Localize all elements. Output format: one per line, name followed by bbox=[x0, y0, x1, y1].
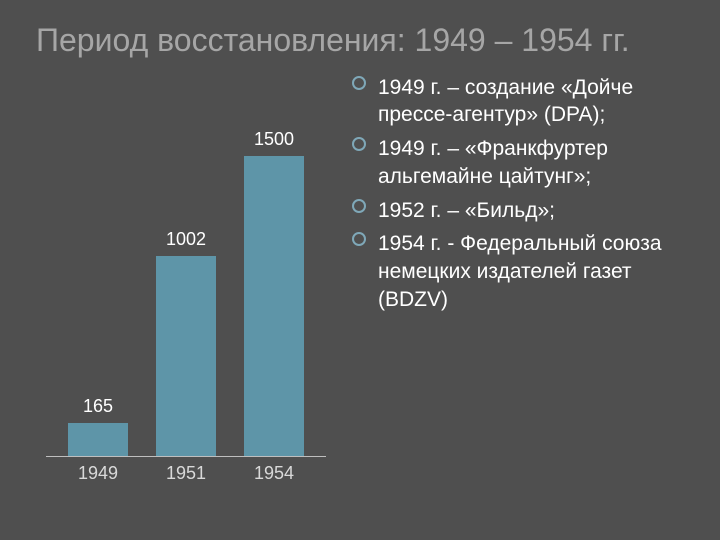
bar bbox=[68, 423, 128, 456]
bullet-text: 1949 г. – «Франкфуртер альгемайне цайтун… bbox=[378, 137, 608, 188]
bullet-item: 1952 г. – «Бильд»; bbox=[352, 197, 684, 225]
x-axis-label: 1951 bbox=[156, 463, 216, 484]
slide: Период восстановления: 1949 – 1954 гг. 1… bbox=[0, 0, 720, 540]
bar-group: 1002 bbox=[156, 229, 216, 456]
text-column: 1949 г. – создание «Дойче прессе-агентур… bbox=[336, 74, 684, 484]
bullet-ring-icon bbox=[352, 137, 366, 151]
bar-group: 1500 bbox=[244, 129, 304, 456]
bullet-text: 1952 г. – «Бильд»; bbox=[378, 199, 555, 222]
bar-data-label: 165 bbox=[83, 396, 113, 417]
bar-chart: 165 1002 1500 bbox=[36, 116, 336, 456]
bar-data-label: 1500 bbox=[254, 129, 294, 150]
x-axis-label: 1949 bbox=[68, 463, 128, 484]
bullet-item: 1949 г. – «Франкфуртер альгемайне цайтун… bbox=[352, 135, 684, 190]
x-axis-labels: 1949 1951 1954 bbox=[36, 457, 336, 484]
bullet-list: 1949 г. – создание «Дойче прессе-агентур… bbox=[352, 74, 684, 314]
bullet-text: 1949 г. – создание «Дойче прессе-агентур… bbox=[378, 76, 633, 127]
bullet-item: 1954 г. - Федеральный союза немецких изд… bbox=[352, 230, 684, 313]
bullet-ring-icon bbox=[352, 232, 366, 246]
chart-column: 165 1002 1500 1949 1951 1954 bbox=[36, 74, 336, 484]
bullet-item: 1949 г. – создание «Дойче прессе-агентур… bbox=[352, 74, 684, 129]
bullet-ring-icon bbox=[352, 199, 366, 213]
bar bbox=[244, 156, 304, 456]
bar bbox=[156, 256, 216, 456]
bullet-ring-icon bbox=[352, 76, 366, 90]
x-axis-label: 1954 bbox=[244, 463, 304, 484]
bar-group: 165 bbox=[68, 396, 128, 456]
content-row: 165 1002 1500 1949 1951 1954 1949 г. – созда… bbox=[36, 74, 684, 484]
bullet-text: 1954 г. - Федеральный союза немецких изд… bbox=[378, 232, 662, 310]
bar-data-label: 1002 bbox=[166, 229, 206, 250]
page-title: Период восстановления: 1949 – 1954 гг. bbox=[36, 22, 684, 60]
